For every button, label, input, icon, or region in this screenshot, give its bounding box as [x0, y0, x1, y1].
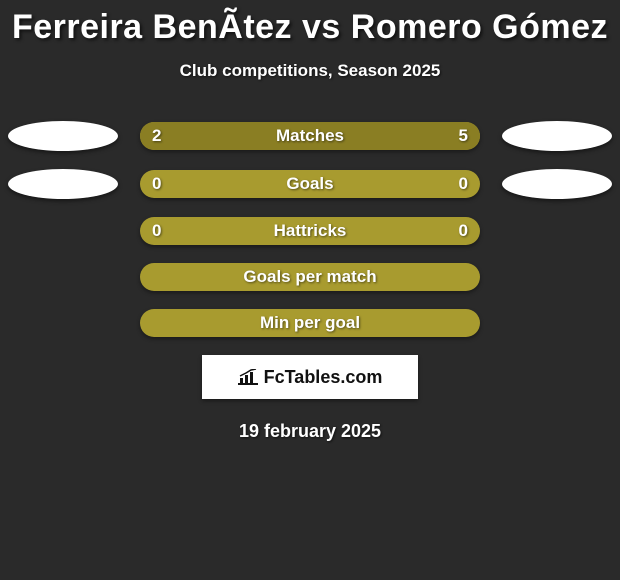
- logo-box: FcTables.com: [202, 355, 418, 399]
- date-label: 19 february 2025: [0, 421, 620, 442]
- logo-text: FcTables.com: [264, 367, 383, 388]
- comparison-card: Ferreira BenÃ­tez vs Romero Gómez Club c…: [0, 0, 620, 442]
- chart-icon: [238, 369, 258, 385]
- stat-row: 00Goals: [0, 169, 620, 199]
- player-left-oval: [8, 169, 118, 199]
- stat-bar: 25Matches: [140, 122, 480, 150]
- stat-row: 25Matches: [0, 121, 620, 151]
- stat-label: Matches: [140, 122, 480, 150]
- stat-label: Goals per match: [140, 263, 480, 291]
- player-right-oval: [502, 169, 612, 199]
- logo: FcTables.com: [238, 367, 383, 388]
- stats-section: 25Matches 00Goals 00Hattricks Goals per mat…: [0, 121, 620, 337]
- stat-bar: 00Goals: [140, 170, 480, 198]
- stat-label: Goals: [140, 170, 480, 198]
- stat-bar: 00Hattricks: [140, 217, 480, 245]
- stat-row: Goals per match: [0, 263, 620, 291]
- player-left-oval: [8, 121, 118, 151]
- page-title: Ferreira BenÃ­tez vs Romero Gómez: [0, 8, 620, 47]
- stat-row: 00Hattricks: [0, 217, 620, 245]
- stat-bar: Min per goal: [140, 309, 480, 337]
- stat-label: Hattricks: [140, 217, 480, 245]
- stat-row: Min per goal: [0, 309, 620, 337]
- subtitle: Club competitions, Season 2025: [0, 61, 620, 81]
- stat-label: Min per goal: [140, 309, 480, 337]
- stat-bar: Goals per match: [140, 263, 480, 291]
- player-right-oval: [502, 121, 612, 151]
